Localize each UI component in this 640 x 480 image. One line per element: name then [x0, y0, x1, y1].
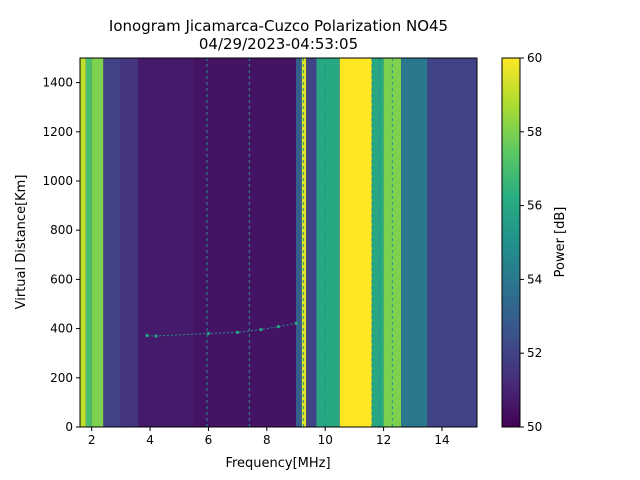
x-tick-label-0: 2 [88, 433, 96, 447]
echo-point-5 [276, 325, 281, 329]
frequency-band-13 [383, 58, 402, 427]
interference-lines [206, 58, 393, 427]
y-tick-label-7: 1400 [42, 76, 73, 90]
frequency-band-5 [138, 58, 194, 427]
frequency-band-12 [371, 58, 384, 427]
frequency-band-4 [120, 58, 139, 427]
y-tick-label-6: 1200 [42, 125, 73, 139]
colorbar-ticks: 50 52 54 56 58 60 [520, 51, 542, 434]
frequency-band-6 [193, 58, 297, 427]
y-axis: 0 200 400 600 800 1000 1200 1400 [42, 76, 80, 434]
echo-point-4 [259, 327, 263, 332]
x-tick-label-5: 12 [376, 433, 391, 447]
colorbar-tick-label-2: 54 [527, 272, 542, 286]
chart-title: Ionogram Jicamarca-Cuzco Polarization NO… [108, 17, 449, 35]
x-tick-label-2: 6 [205, 433, 213, 447]
frequency-band-10 [316, 58, 340, 427]
y-tick-label-1: 200 [50, 371, 73, 385]
frequency-bands [80, 58, 477, 427]
frequency-band-7 [296, 58, 302, 427]
colorbar-tick-label-1: 52 [527, 346, 542, 360]
x-tick-label-1: 4 [146, 433, 154, 447]
frequency-band-14 [401, 58, 428, 427]
frequency-band-15 [427, 58, 477, 427]
y-tick-label-3: 600 [50, 272, 73, 286]
echo-trace [145, 321, 298, 338]
frequency-band-0 [80, 58, 86, 427]
x-axis-label: Frequency[MHz] [225, 456, 330, 471]
echo-point-3 [236, 330, 240, 334]
y-tick-label-2: 400 [50, 322, 73, 336]
plot-frame [79, 57, 478, 428]
y-axis-label: Virtual Distance[Km] [14, 175, 29, 310]
chart-subtitle-timestamp: 04/29/2023-04:53:05 [198, 35, 359, 53]
y-tick-label-0: 0 [65, 420, 73, 434]
frequency-band-2 [91, 58, 104, 427]
frequency-band-3 [103, 58, 121, 427]
x-axis: 2 4 6 8 10 12 14 [88, 427, 450, 447]
frequency-band-9 [306, 58, 317, 427]
x-tick-label-3: 8 [263, 433, 271, 447]
frequency-band-1 [85, 58, 92, 427]
frequency-band-11 [339, 58, 372, 427]
colorbar-tick-label-3: 56 [527, 199, 542, 213]
frequency-band-8 [301, 58, 307, 427]
echo-trace-line [147, 322, 297, 337]
colorbar-tick-label-5: 60 [527, 51, 542, 65]
colorbar [502, 58, 520, 427]
colorbar-tick-label-4: 58 [527, 125, 542, 139]
x-tick-label-4: 10 [318, 433, 333, 447]
y-tick-label-4: 800 [50, 223, 73, 237]
colorbar-label: Power [dB] [553, 207, 568, 278]
colorbar-frame [501, 57, 521, 428]
y-tick-label-5: 1000 [42, 174, 73, 188]
x-tick-label-6: 14 [434, 433, 449, 447]
colorbar-tick-label-0: 50 [527, 420, 542, 434]
